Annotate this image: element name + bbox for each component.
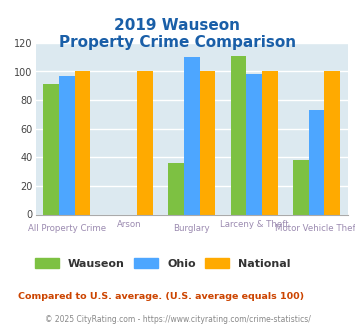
Text: © 2025 CityRating.com - https://www.cityrating.com/crime-statistics/: © 2025 CityRating.com - https://www.city… [45, 315, 310, 324]
Text: Burglary: Burglary [173, 224, 210, 233]
Bar [246, 74, 262, 215]
Bar [59, 76, 75, 215]
Text: Arson: Arson [117, 220, 142, 229]
Bar [293, 160, 309, 214]
Bar [184, 57, 200, 215]
Bar [137, 72, 153, 214]
Bar [75, 72, 90, 214]
Legend: Wauseon, Ohio, National: Wauseon, Ohio, National [35, 258, 291, 269]
Bar [324, 72, 340, 214]
Bar [200, 72, 215, 214]
Text: All Property Crime: All Property Crime [28, 224, 106, 233]
Text: Property Crime Comparison: Property Crime Comparison [59, 35, 296, 50]
Bar [43, 84, 59, 214]
Bar [262, 72, 278, 214]
Bar [309, 110, 324, 214]
Bar [231, 56, 246, 214]
Text: Motor Vehicle Theft: Motor Vehicle Theft [275, 224, 355, 233]
Text: Compared to U.S. average. (U.S. average equals 100): Compared to U.S. average. (U.S. average … [18, 292, 304, 301]
Text: 2019 Wauseon: 2019 Wauseon [115, 18, 240, 33]
Bar [168, 163, 184, 215]
Text: Larceny & Theft: Larceny & Theft [220, 220, 289, 229]
